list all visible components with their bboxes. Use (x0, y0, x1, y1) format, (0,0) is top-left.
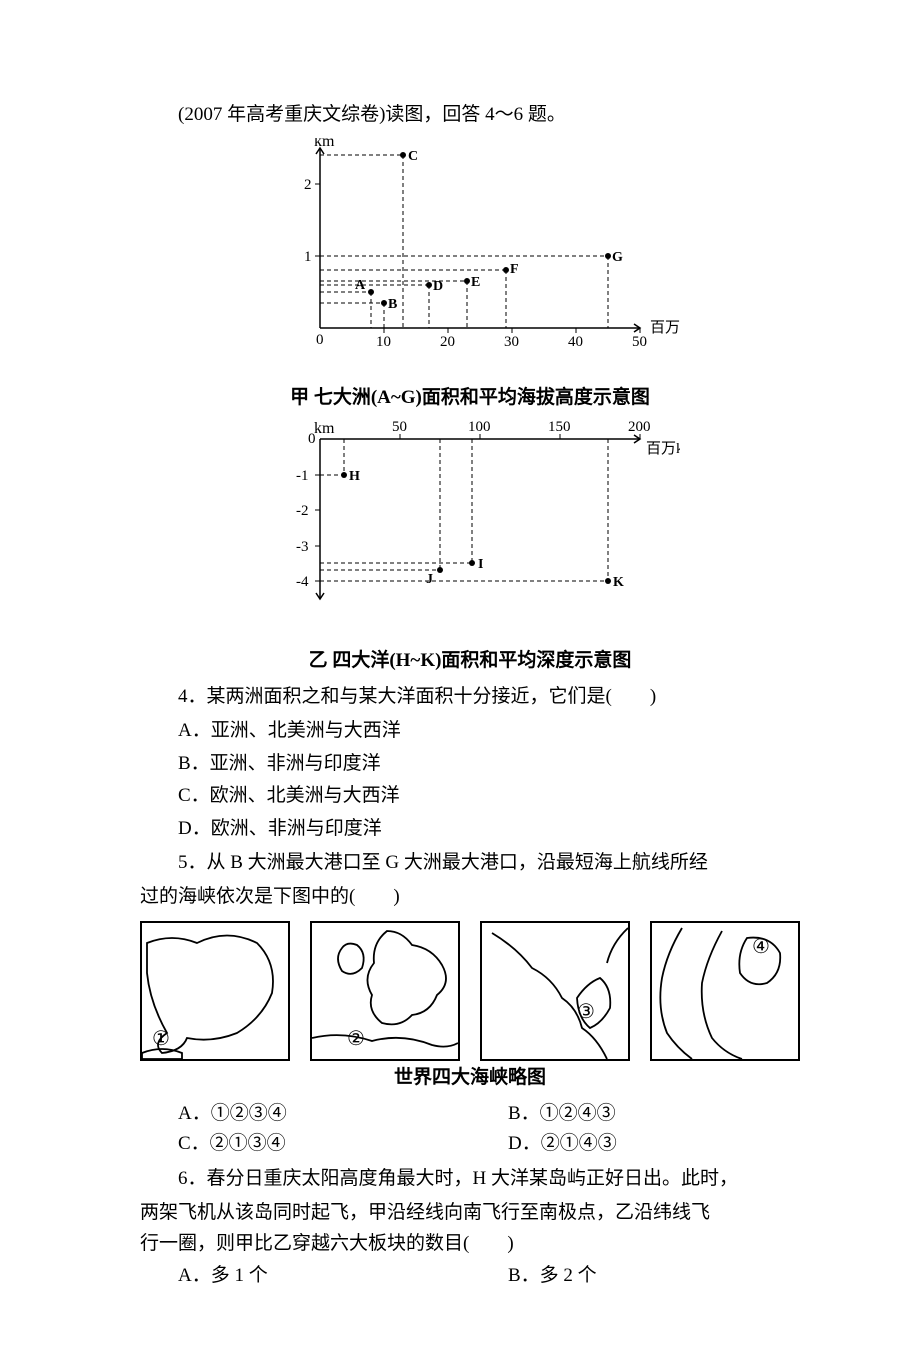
map4-label: ④ (752, 936, 770, 958)
q6-text-line3: 行一圈，则甲比乙穿越六大板块的数目( ) (140, 1229, 800, 1259)
q4-options: A．亚洲、北美洲与大西洋 B．亚洲、非洲与印度洋 C．欧洲、北美洲与大西洋 D．… (140, 716, 800, 844)
svg-text:C: C (408, 149, 418, 164)
maps-caption: 世界四大海峡略图 (140, 1063, 800, 1093)
q5-opt-B: B．①②④③ (470, 1099, 800, 1129)
chart1-caption: 甲 七大洲(A~G)面积和平均海拔高度示意图 (140, 383, 800, 413)
map-4: ④ (650, 921, 800, 1061)
intro-text: (2007 年高考重庆文综卷)读图，回答 4～6 题。 (140, 100, 800, 130)
chart2-ytick-2: -2 (296, 503, 309, 519)
q5-text-line2: 过的海峡依次是下图中的( ) (140, 882, 800, 912)
chart1-xtick-30: 30 (504, 334, 519, 350)
q4-opt-C: C．欧洲、北美洲与大西洋 (140, 781, 800, 811)
page: (2007 年高考重庆文综卷)读图，回答 4～6 题。 km 0 10 (0, 0, 920, 1353)
q6-text-line1: 6．春分日重庆太阳高度角最大时，H 大洋某岛屿正好日出。此时， (140, 1164, 800, 1194)
chart2-yunit: km (314, 421, 335, 437)
svg-text:I: I (478, 557, 483, 572)
chart2-xtick-50: 50 (392, 421, 407, 435)
svg-text:H: H (349, 469, 360, 484)
map-2: ② (310, 921, 460, 1061)
svg-text:B: B (388, 297, 397, 312)
chart1-svg: km 0 10 20 30 40 (260, 138, 680, 368)
maps-row: ① ② ③ ④ (140, 921, 800, 1061)
chart2-xtick-150: 150 (548, 421, 571, 435)
q6-options: A．多 1 个 B．多 2 个 (140, 1261, 800, 1291)
q4-opt-B: B．亚洲、非洲与印度洋 (140, 749, 800, 779)
q6-opt-A: A．多 1 个 (140, 1261, 470, 1291)
chart2-point-J: J (320, 439, 443, 587)
chart2-ytick-1: -1 (296, 468, 309, 484)
map1-label: ① (152, 1028, 170, 1050)
q6-text-line2: 两架飞机从该岛同时起飞，甲沿经线向南飞行至南极点，乙沿纬线飞 (140, 1198, 800, 1228)
chart2-ytick-4: -4 (296, 574, 309, 590)
q5-opt-C: C．②①③④ (140, 1129, 470, 1159)
map-1: ① (140, 921, 290, 1061)
q4-opt-D: D．欧洲、非洲与印度洋 (140, 814, 800, 844)
chart2-container: km 0 50 100 150 200 (140, 421, 800, 641)
chart2-point-I: I (320, 439, 483, 572)
map3-label: ③ (577, 1001, 595, 1023)
chart1-point-B: B (320, 297, 397, 328)
chart1-ytick-2: 2 (304, 177, 312, 193)
svg-text:F: F (510, 262, 519, 277)
chart2-caption: 乙 四大洋(H~K)面积和平均深度示意图 (140, 646, 800, 676)
q5-opt-A: A．①②③④ (140, 1099, 470, 1129)
chart1-point-C: C (320, 149, 418, 328)
chart1-ytick-1: 1 (304, 249, 312, 265)
svg-text:G: G (612, 250, 623, 265)
q5-opt-D: D．②①④③ (470, 1129, 800, 1159)
chart1-yunit: km (314, 138, 335, 150)
chart2-xtick-200: 200 (628, 421, 651, 435)
chart2-ytick-3: -3 (296, 539, 309, 555)
chart1-xtick-0: 0 (316, 332, 324, 348)
chart2-point-H: H (320, 439, 360, 484)
map2-label: ② (347, 1028, 365, 1050)
chart1-point-E: E (320, 275, 480, 328)
chart2-xtick-100: 100 (468, 421, 491, 435)
q5-options: A．①②③④ B．①②④③ C．②①③④ D．②①④③ (140, 1099, 800, 1160)
map-3: ③ (480, 921, 630, 1061)
chart1-xtick-40: 40 (568, 334, 583, 350)
chart1-xtick-10: 10 (376, 334, 391, 350)
svg-text:J: J (426, 572, 433, 587)
q6-opt-B: B．多 2 个 (470, 1261, 800, 1291)
svg-text:0: 0 (308, 431, 316, 447)
q4-text: 4．某两洲面积之和与某大洋面积十分接近，它们是( ) (140, 682, 800, 712)
svg-text:K: K (613, 575, 624, 590)
chart2-svg: km 0 50 100 150 200 (260, 421, 680, 631)
chart2-xlabel: 百万km² (646, 441, 680, 457)
q4-opt-A: A．亚洲、北美洲与大西洋 (140, 716, 800, 746)
chart1-container: km 0 10 20 30 40 (140, 138, 800, 378)
svg-text:E: E (471, 275, 480, 290)
chart1-xlabel: 百万km² (650, 320, 680, 336)
chart1-point-F: F (320, 262, 519, 328)
chart1-xtick-50: 50 (632, 334, 647, 350)
q5-text-line1: 5．从 B 大洲最大港口至 G 大洲最大港口，沿最短海上航线所经 (140, 848, 800, 878)
chart1-xtick-20: 20 (440, 334, 455, 350)
